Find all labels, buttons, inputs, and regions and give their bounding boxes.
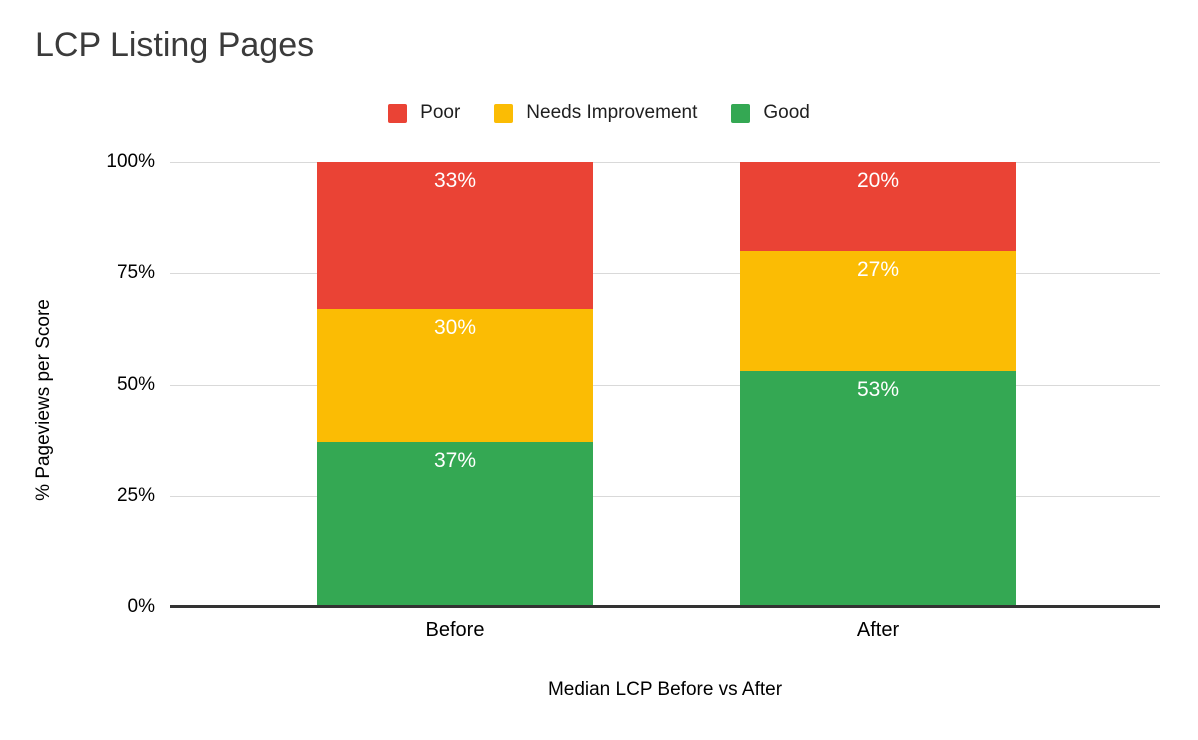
segment-value-label: 20% xyxy=(856,169,900,192)
bar-segment-before-needs-improvement: 30% xyxy=(317,308,593,443)
legend-swatch-poor xyxy=(388,103,408,123)
legend-item-good: Good xyxy=(731,102,810,124)
segment-value-label: 53% xyxy=(856,378,900,402)
plot-area: 33% 30% 37% 20% 27% 53% xyxy=(170,162,1160,608)
bar-before: 33% 30% 37% xyxy=(317,162,593,607)
y-tick-label-0%: 0% xyxy=(127,596,155,617)
bar-segment-before-poor: 33% xyxy=(317,162,593,309)
bar-segment-before-good: 37% xyxy=(317,442,593,607)
gridline-100% xyxy=(170,162,1160,163)
legend-label: Good xyxy=(763,102,810,123)
y-tick-label-100%: 100% xyxy=(106,151,155,172)
gridline-25% xyxy=(170,495,1160,497)
x-category-label-after: After xyxy=(856,619,900,641)
x-axis-line xyxy=(170,605,1160,608)
x-category-label-before: Before xyxy=(425,619,485,641)
x-category-labels: Before After xyxy=(170,619,1160,643)
y-tick-label-75%: 75% xyxy=(116,262,155,284)
legend-item-poor: Poor xyxy=(388,102,460,124)
gridline-75% xyxy=(170,273,1160,275)
bar-segment-after-good: 53% xyxy=(740,371,1016,607)
x-axis-title: Median LCP Before vs After xyxy=(547,679,783,700)
segment-value-label: 30% xyxy=(433,315,477,339)
y-tick-label-25%: 25% xyxy=(116,484,155,506)
chart-title: LCP Listing Pages xyxy=(35,26,315,64)
gridline-50% xyxy=(170,384,1160,386)
legend-item-needs-improvement: Needs Improvement xyxy=(494,102,697,124)
segment-value-label: 33% xyxy=(433,169,477,192)
segment-value-label: 27% xyxy=(856,258,900,281)
bar-segment-after-needs-improvement: 27% xyxy=(740,251,1016,372)
legend-swatch-needs-improvement xyxy=(494,103,514,123)
y-axis-title: % Pageviews per Score xyxy=(33,299,54,501)
legend-swatch-good xyxy=(731,103,751,123)
bar-after: 20% 27% 53% xyxy=(740,162,1016,607)
y-tick-label-50%: 50% xyxy=(116,373,155,395)
legend-label: Poor xyxy=(420,102,461,123)
legend-label: Needs Improvement xyxy=(526,102,698,123)
legend: Poor Needs Improvement Good xyxy=(0,100,1198,126)
segment-value-label: 37% xyxy=(433,449,477,473)
bar-segment-after-poor: 20% xyxy=(740,162,1016,251)
